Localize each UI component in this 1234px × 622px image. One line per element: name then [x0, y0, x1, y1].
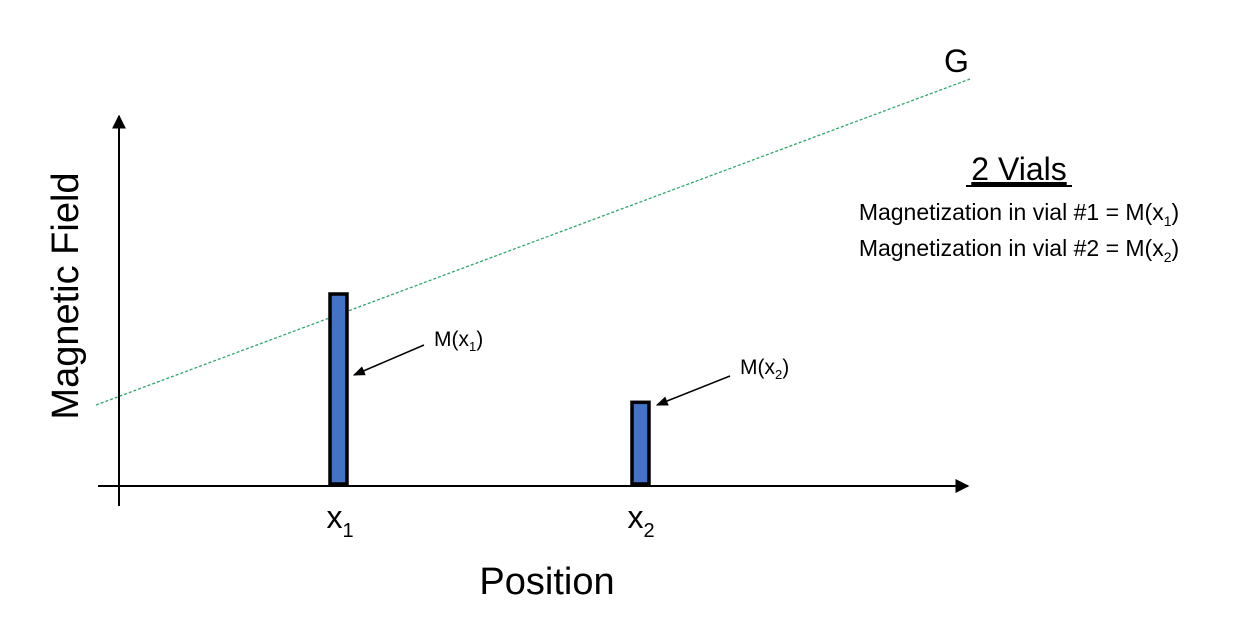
legend-line-vial-2: Magnetization in vial #2 = M(x2): [859, 235, 1179, 265]
callout-label-vial-1: M(x1): [434, 328, 483, 354]
x-axis-label: Position: [479, 561, 614, 603]
gradient-label: G: [944, 43, 969, 79]
legend-line-vial-1: Magnetization in vial #1 = M(x1): [859, 199, 1179, 229]
y-axis-label: Magnetic Field: [45, 172, 87, 419]
callout-arrow-vial-1: [352, 344, 425, 376]
vial-1-bar: [328, 292, 349, 486]
callout-label-vial-2: M(x2): [740, 356, 789, 382]
tick-label-x1: x1: [326, 499, 353, 542]
callout-arrow-vial-2: [655, 375, 731, 406]
legend-title: 2 Vials: [971, 151, 1066, 187]
vial-2-bar: [630, 400, 651, 486]
gradient-line: [95, 78, 971, 406]
tick-label-x2: x2: [627, 499, 654, 542]
